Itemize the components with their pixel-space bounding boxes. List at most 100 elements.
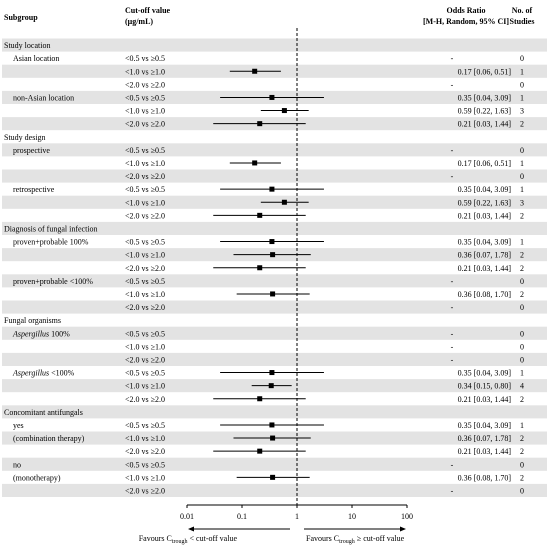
cutoff-value: <0.5 vs ≥0.5 xyxy=(125,54,165,63)
favours-right-arrowhead xyxy=(400,526,406,532)
cutoff-value: <2.0 vs ≥2.0 xyxy=(125,172,165,181)
study-count: 0 xyxy=(520,54,524,63)
study-count: 2 xyxy=(520,120,524,129)
subgroup-label: no xyxy=(13,460,21,469)
odds-ratio-ci: 0.21 [0.03, 1.44] xyxy=(458,211,512,220)
odds-ratio-ci: 0.35 [0.04, 3.09] xyxy=(458,185,512,194)
cutoff-value: <0.5 vs ≥0.5 xyxy=(125,238,165,247)
odds-ratio-ci: 0.36 [0.08, 1.70] xyxy=(458,290,512,299)
odds-ratio-ci: - xyxy=(451,172,454,181)
study-count: 0 xyxy=(520,329,524,338)
study-count: 2 xyxy=(520,211,524,220)
cutoff-value: <1.0 vs ≥1.0 xyxy=(125,159,165,168)
row-band xyxy=(2,483,547,497)
study-count: 2 xyxy=(520,447,524,456)
point-estimate xyxy=(269,239,275,245)
subgroup-label: Asian location xyxy=(13,54,59,63)
group-label: Diagnosis of fungal infection xyxy=(4,224,98,233)
odds-ratio-ci: - xyxy=(451,355,454,364)
subgroup-label: retrospective xyxy=(13,185,55,194)
table-header: Subgroup Cut-off value (μg/mL) Odds Rati… xyxy=(4,6,534,26)
point-estimate xyxy=(281,108,287,114)
subgroup-label: non-Asian location xyxy=(13,93,74,102)
odds-ratio-ci: 0.59 [0.22, 1.63] xyxy=(458,107,512,116)
subgroup-label: Aspergillus <100% xyxy=(12,369,75,378)
point-estimate xyxy=(269,94,275,100)
odds-ratio-ci: 0.35 [0.04, 3.09] xyxy=(458,238,512,247)
subgroup-organism: Aspergillus xyxy=(12,329,49,338)
odds-ratio-ci: 0.21 [0.03, 1.44] xyxy=(458,120,512,129)
study-count: 0 xyxy=(520,303,524,312)
point-estimate xyxy=(257,396,263,402)
group-label: Study location xyxy=(4,41,50,50)
study-count: 2 xyxy=(520,395,524,404)
point-estimate xyxy=(257,265,263,271)
odds-ratio-ci: - xyxy=(451,486,454,495)
cutoff-value: <1.0 vs ≥1.0 xyxy=(125,342,165,351)
favours-left-label: Favours Ctrough < cut-off value xyxy=(139,534,238,545)
study-count: 2 xyxy=(520,473,524,482)
odds-ratio-ci: 0.21 [0.03, 1.44] xyxy=(458,447,512,456)
row-band xyxy=(2,274,547,288)
row-band xyxy=(2,143,547,157)
odds-ratio-ci: - xyxy=(451,80,454,89)
header-or-method: [M-H, Random, 95% CI] xyxy=(423,17,509,26)
row-band xyxy=(2,405,547,419)
favours-left-arrowhead xyxy=(188,526,194,532)
odds-ratio-ci: 0.36 [0.07, 1.78] xyxy=(458,251,512,260)
favours-labels: Favours Ctrough < cut-off value Favours … xyxy=(139,534,405,545)
cutoff-value: <0.5 vs ≥0.5 xyxy=(125,146,165,155)
cutoff-value: <1.0 vs ≥1.0 xyxy=(125,198,165,207)
cutoff-value: <2.0 vs ≥2.0 xyxy=(125,120,165,129)
odds-ratio-ci: - xyxy=(451,303,454,312)
study-count: 3 xyxy=(520,107,524,116)
cutoff-value: <1.0 vs ≥1.0 xyxy=(125,107,165,116)
row-band xyxy=(2,221,547,235)
group-label: Concomitant antifungals xyxy=(4,408,83,417)
cutoff-value: <2.0 vs ≥2.0 xyxy=(125,447,165,456)
study-count: 2 xyxy=(520,264,524,273)
x-axis: 0.01 0.1 1 10 100 xyxy=(180,504,413,532)
point-estimate xyxy=(281,199,287,205)
odds-ratio-ci: 0.35 [0.04, 3.09] xyxy=(458,93,512,102)
point-estimate xyxy=(270,435,276,441)
subgroup-label: (monotherapy) xyxy=(13,473,61,482)
point-estimate xyxy=(257,448,263,454)
cutoff-value: <2.0 vs ≥2.0 xyxy=(125,355,165,364)
subgroup-fraction: <100% xyxy=(49,369,75,378)
row-band xyxy=(2,352,547,366)
study-count: 0 xyxy=(520,342,524,351)
point-estimate xyxy=(257,121,263,127)
odds-ratio-ci: - xyxy=(451,342,454,351)
cutoff-value: <2.0 vs ≥2.0 xyxy=(125,211,165,220)
study-count: 0 xyxy=(520,460,524,469)
odds-ratio-ci: 0.17 [0.06, 0.51] xyxy=(458,67,512,76)
subgroup-fraction: 100% xyxy=(49,329,70,338)
odds-ratio-ci: - xyxy=(451,146,454,155)
cutoff-value: <1.0 vs ≥1.0 xyxy=(125,67,165,76)
odds-ratio-ci: - xyxy=(451,329,454,338)
cutoff-value: <0.5 vs ≥0.5 xyxy=(125,369,165,378)
subgroup-label: prospective xyxy=(13,146,50,155)
odds-ratio-ci: 0.36 [0.08, 1.70] xyxy=(458,473,512,482)
study-count: 3 xyxy=(520,198,524,207)
cutoff-value: <0.5 vs ≥0.5 xyxy=(125,277,165,286)
study-count: 0 xyxy=(520,80,524,89)
odds-ratio-ci: 0.21 [0.03, 1.44] xyxy=(458,264,512,273)
cutoff-value: <0.5 vs ≥0.5 xyxy=(125,460,165,469)
x-tick-label: 10 xyxy=(348,512,356,521)
row-text: Study location Asian location <0.5 vs ≥0.5… xyxy=(4,41,524,495)
x-tick-label: 100 xyxy=(401,512,413,521)
point-estimate xyxy=(269,186,275,192)
study-count: 1 xyxy=(520,93,524,102)
study-count: 0 xyxy=(520,172,524,181)
row-band xyxy=(2,38,547,52)
cutoff-value: <0.5 vs ≥0.5 xyxy=(125,329,165,338)
cutoff-value: <2.0 vs ≥2.0 xyxy=(125,303,165,312)
cutoff-value: <0.5 vs ≥0.5 xyxy=(125,185,165,194)
row-band xyxy=(2,457,547,471)
cutoff-value: <2.0 vs ≥2.0 xyxy=(125,80,165,89)
header-subgroup: Subgroup xyxy=(4,13,38,22)
odds-ratio-ci: 0.35 [0.04, 3.09] xyxy=(458,369,512,378)
study-count: 1 xyxy=(520,67,524,76)
